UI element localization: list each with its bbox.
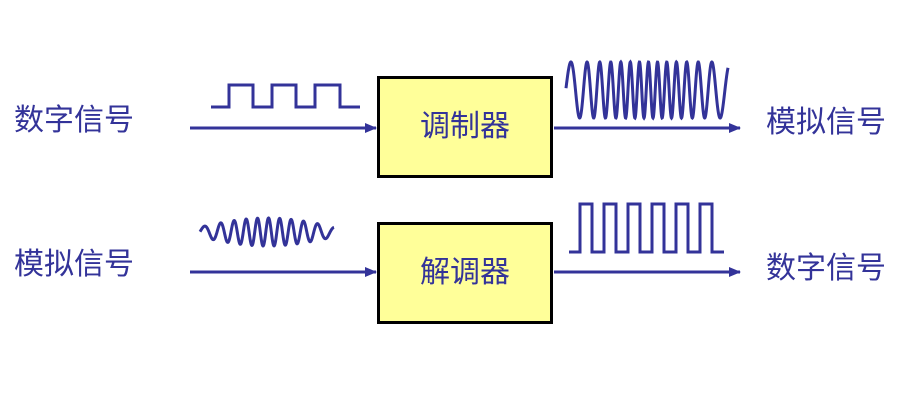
demodulator-label: 解调器: [420, 255, 510, 290]
modulator-label: 调制器: [420, 109, 510, 144]
row1-input-label: 数字信号: [14, 103, 134, 138]
row2-output-square-wave: [569, 202, 724, 254]
row2-input-label: 模拟信号: [14, 247, 134, 282]
modulator-box: 调制器: [377, 76, 553, 178]
row1-output-label: 模拟信号: [766, 105, 886, 140]
row1-input-square-wave: [211, 83, 360, 109]
row1-output-modulated-wave: [564, 59, 730, 121]
row2-input-modulated-wave: [198, 216, 335, 248]
demodulator-box: 解调器: [377, 222, 553, 324]
row2-output-label: 数字信号: [766, 251, 886, 286]
